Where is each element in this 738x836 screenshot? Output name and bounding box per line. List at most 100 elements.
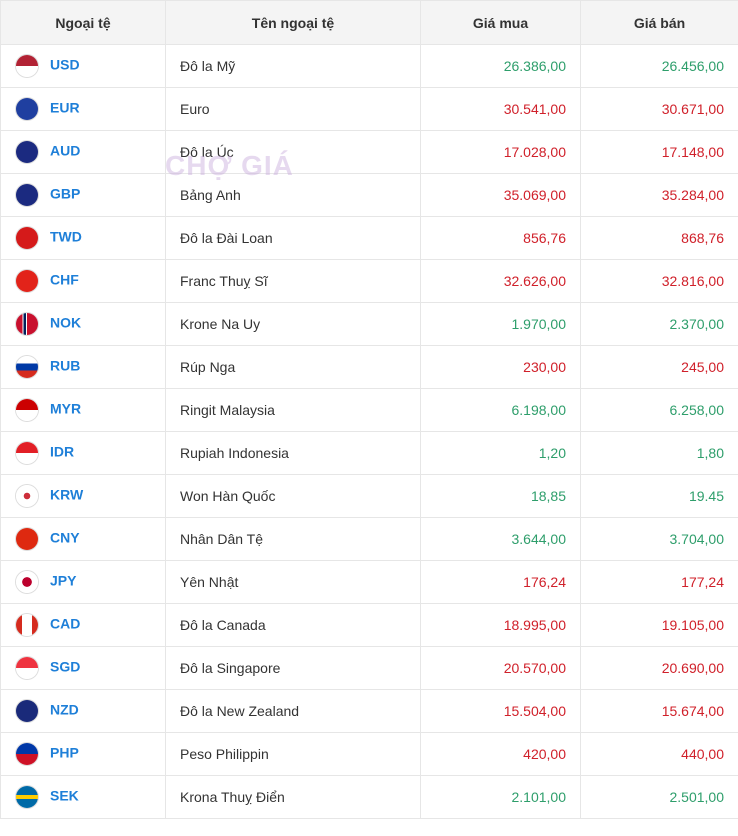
currency-code-cell: IDR [0,431,166,475]
currency-code: JPY [50,572,77,589]
flag-icon [16,528,38,550]
buy-price: 18.995,00 [420,603,581,647]
currency-code: RUB [50,357,81,374]
currency-code-cell: CAD [0,603,166,647]
currency-row: IDR Rupiah Indonesia 1,20 1,80 [0,431,738,475]
sell-price: 6.258,00 [580,388,738,432]
sell-price: 177,24 [580,560,738,604]
flag-icon [16,356,38,378]
currency-code: IDR [50,443,75,460]
currency-code-cell: SEK [0,775,166,819]
currency-name: Đô la Đài Loan [165,216,421,260]
sell-price: 2.370,00 [580,302,738,346]
currency-code-cell: SGD [0,646,166,690]
currency-code: AUD [50,142,81,159]
currency-code: KRW [50,486,84,503]
currency-row: GBP Bảng Anh 35.069,00 35.284,00 [0,173,738,217]
sell-price: 30.671,00 [580,87,738,131]
flag-icon [16,485,38,507]
currency-code: NOK [50,314,82,331]
flag-icon [16,743,38,765]
currency-code: PHP [50,744,79,761]
buy-price: 2.101,00 [420,775,581,819]
flag-icon [16,270,38,292]
flag-icon [16,614,38,636]
column-header: Tên ngoại tệ [165,0,421,45]
sell-price: 20.690,00 [580,646,738,690]
currency-row: JPY Yên Nhật 176,24 177,24 [0,560,738,604]
buy-price: 3.644,00 [420,517,581,561]
currency-name: Nhân Dân Tệ [165,517,421,561]
sell-price: 440,00 [580,732,738,776]
currency-name: Euro [165,87,421,131]
flag-icon [16,442,38,464]
column-header: Ngoại tệ [0,0,166,45]
currency-row: EUR Euro 30.541,00 30.671,00 [0,87,738,131]
buy-price: 35.069,00 [420,173,581,217]
buy-price: 15.504,00 [420,689,581,733]
currency-name: Ringit Malaysia [165,388,421,432]
currency-name: Krone Na Uy [165,302,421,346]
sell-price: 19.105,00 [580,603,738,647]
buy-price: 176,24 [420,560,581,604]
currency-code-cell: NOK [0,302,166,346]
sell-price: 868,76 [580,216,738,260]
currency-row: SEK Krona Thuỵ Điển 2.101,00 2.501,00 [0,775,738,819]
currency-code: MYR [50,400,82,417]
buy-price: 856,76 [420,216,581,260]
buy-price: 17.028,00 [420,130,581,174]
currency-row: NOK Krone Na Uy 1.970,00 2.370,00 [0,302,738,346]
flag-icon [16,141,38,163]
currency-code-cell: JPY [0,560,166,604]
currency-name: Đô la Singapore [165,646,421,690]
currency-code-cell: CHF [0,259,166,303]
buy-price: 230,00 [420,345,581,389]
currency-code-cell: PHP [0,732,166,776]
currency-name: Đô la Canada [165,603,421,647]
buy-price: 32.626,00 [420,259,581,303]
buy-price: 20.570,00 [420,646,581,690]
currency-code-cell: GBP [0,173,166,217]
currency-code-cell: NZD [0,689,166,733]
currency-code: SEK [50,787,79,804]
buy-price: 6.198,00 [420,388,581,432]
flag-icon [16,786,38,808]
currency-row: CNY Nhân Dân Tệ 3.644,00 3.704,00 [0,517,738,561]
currency-row: PHP Peso Philippin 420,00 440,00 [0,732,738,776]
currency-code-cell: EUR [0,87,166,131]
currency-row: USD Đô la Mỹ 26.386,00 26.456,00 [0,44,738,88]
sell-price: 2.501,00 [580,775,738,819]
currency-code: CAD [50,615,81,632]
currency-name: Rúp Nga [165,345,421,389]
currency-name: Krona Thuỵ Điển [165,775,421,819]
currency-row: CAD Đô la Canada 18.995,00 19.105,00 [0,603,738,647]
column-header: Giá mua [420,0,581,45]
sell-price: 1,80 [580,431,738,475]
currency-code: CNY [50,529,80,546]
currency-name: Peso Philippin [165,732,421,776]
currency-code-cell: USD [0,44,166,88]
currency-name: Đô la Mỹ [165,44,421,88]
currency-name: Bảng Anh [165,173,421,217]
sell-price: 3.704,00 [580,517,738,561]
sell-price: 35.284,00 [580,173,738,217]
currency-code-cell: MYR [0,388,166,432]
column-header: Giá bán [580,0,738,45]
sell-price: 26.456,00 [580,44,738,88]
flag-icon [16,399,38,421]
flag-icon [16,571,38,593]
header-row: Ngoại tệ Tên ngoại tệ Giá mua Giá bán [0,0,738,45]
flag-icon [16,55,38,77]
rate-table: Ngoại tệ Tên ngoại tệ Giá mua Giá bán USD Đô… [0,0,738,819]
sell-price: 245,00 [580,345,738,389]
currency-name: Đô la New Zealand [165,689,421,733]
currency-code-cell: TWD [0,216,166,260]
buy-price: 1.970,00 [420,302,581,346]
flag-icon [16,700,38,722]
sell-price: 17.148,00 [580,130,738,174]
currency-code-cell: CNY [0,517,166,561]
currency-code-cell: KRW [0,474,166,518]
flag-icon [16,313,38,335]
currency-row: KRW Won Hàn Quốc 18,85 19.45 [0,474,738,518]
